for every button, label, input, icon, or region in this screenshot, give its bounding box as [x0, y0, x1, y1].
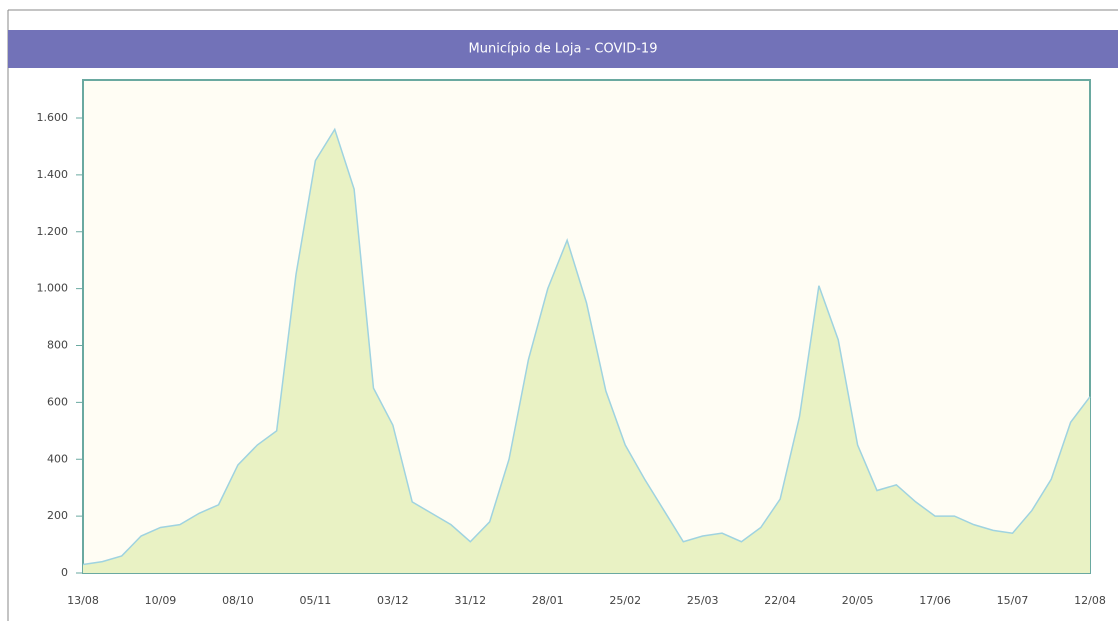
x-tick-label: 17/06: [919, 594, 951, 607]
x-tick-label: 08/10: [222, 594, 254, 607]
y-tick-label: 1.400: [37, 168, 69, 181]
area: [83, 129, 1090, 573]
chart-title: Município de Loja - COVID-19: [469, 42, 658, 57]
x-tick-label: 22/04: [764, 594, 796, 607]
x-tick-label: 03/12: [377, 594, 409, 607]
x-tick-label: 15/07: [997, 594, 1029, 607]
y-tick-label: 0: [61, 566, 68, 579]
x-tick-label: 28/01: [532, 594, 564, 607]
x-tick-label: 25/02: [609, 594, 641, 607]
x-tick-label: 31/12: [454, 594, 486, 607]
x-tick-label: 10/09: [145, 594, 177, 607]
y-tick-label: 400: [47, 452, 68, 465]
x-tick-label: 05/11: [300, 594, 332, 607]
y-tick-label: 1.600: [37, 111, 69, 124]
x-tick-label: 25/03: [687, 594, 719, 607]
y-tick-label: 600: [47, 395, 68, 408]
x-tick-label: 13/08: [67, 594, 99, 607]
x-tick-label: 12/08: [1074, 594, 1106, 607]
y-tick-label: 1.000: [37, 282, 69, 295]
line: [82, 127, 1091, 566]
x-tick-label: 20/05: [842, 594, 874, 607]
y-tick-label: 1.200: [37, 225, 69, 238]
y-tick-label: 200: [47, 509, 68, 522]
title-bar: [8, 30, 1118, 68]
y-tick-label: 800: [47, 339, 68, 352]
